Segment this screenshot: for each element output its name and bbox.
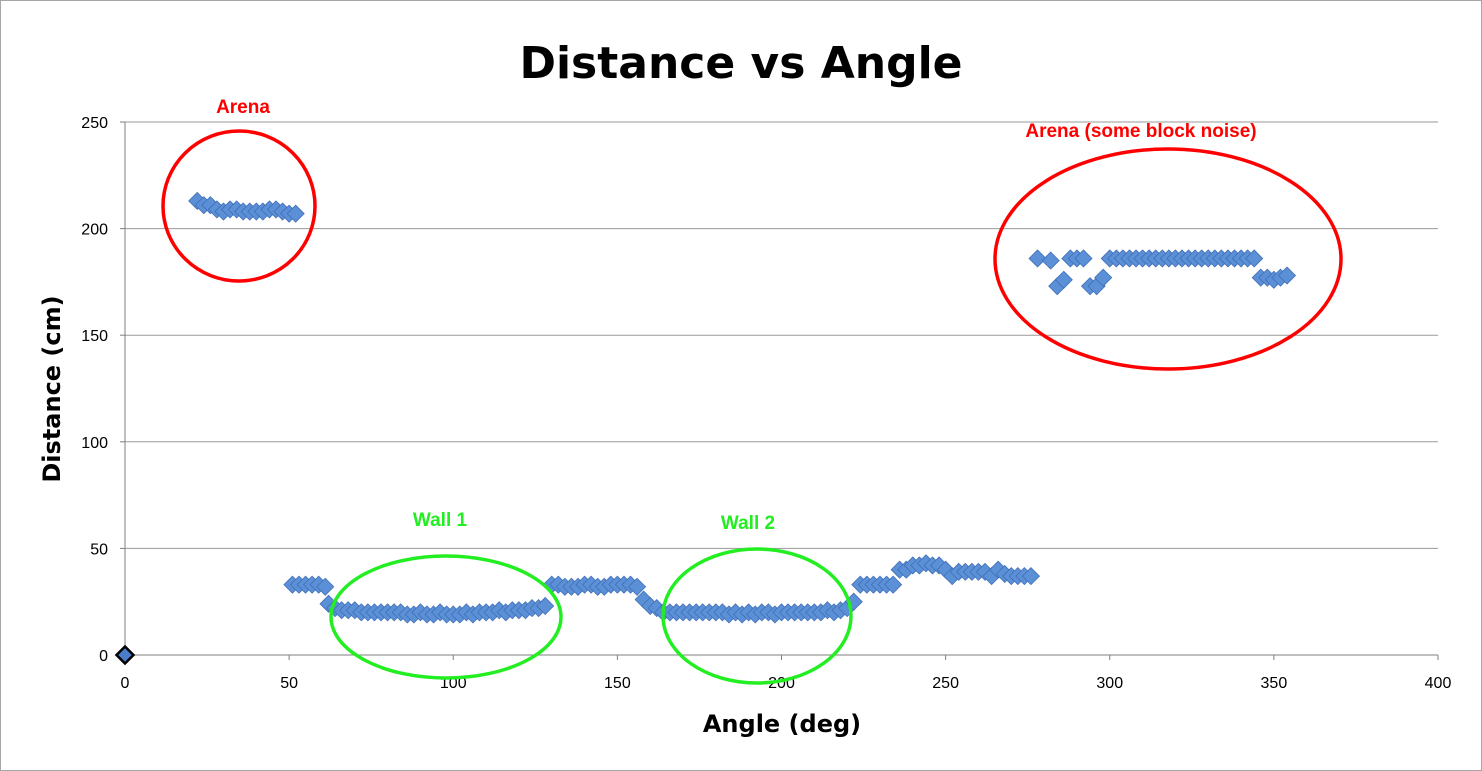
data-point xyxy=(1245,249,1264,268)
x-tick-label: 150 xyxy=(604,675,631,692)
y-tick-label: 100 xyxy=(81,435,108,452)
data-point xyxy=(1074,249,1093,268)
x-tick-label: 50 xyxy=(280,675,298,692)
x-tick-label: 300 xyxy=(1096,675,1123,692)
x-tick-label: 0 xyxy=(121,675,130,692)
x-tick-label: 250 xyxy=(932,675,959,692)
data-point xyxy=(628,577,647,596)
annotation-wall-1-label: Wall 1 xyxy=(413,510,468,531)
data-point xyxy=(1277,266,1297,285)
y-tick-label: 0 xyxy=(99,648,108,665)
annotation-arena-noise-label: Arena (some block noise) xyxy=(1025,121,1256,142)
annotation-wall-2-oval xyxy=(661,547,853,685)
y-tick-label: 250 xyxy=(81,115,108,132)
annotation-arena-label: Arena xyxy=(216,97,270,118)
data-point xyxy=(114,644,136,666)
gridlines xyxy=(125,121,1438,549)
data-point xyxy=(316,577,335,596)
chart-title: Distance vs Angle xyxy=(519,38,962,89)
data-point xyxy=(1054,270,1073,289)
annotation-wall-2-label: Wall 2 xyxy=(721,513,775,534)
data-point xyxy=(286,204,305,223)
y-axis-label: Distance (cm) xyxy=(38,295,66,482)
annotation-arena-oval xyxy=(161,129,317,283)
x-tick-label: 400 xyxy=(1425,675,1452,692)
y-tick-label: 200 xyxy=(81,222,108,239)
axes xyxy=(124,122,1438,656)
x-tick-label: 350 xyxy=(1261,675,1288,692)
annotation-wall-1-oval xyxy=(329,554,563,680)
x-axis-label: Angle (deg) xyxy=(703,710,861,738)
data-points xyxy=(114,191,1297,666)
y-tick-label: 150 xyxy=(81,328,108,345)
data-point xyxy=(536,596,555,616)
data-point xyxy=(1021,567,1041,586)
data-point xyxy=(884,575,903,594)
data-point xyxy=(1041,251,1060,270)
data-point xyxy=(1028,249,1047,268)
annotation-ovals xyxy=(161,129,1343,685)
annotation-arena-noise-oval xyxy=(993,147,1343,371)
y-tick-label: 50 xyxy=(90,541,108,558)
data-point xyxy=(1094,268,1113,287)
